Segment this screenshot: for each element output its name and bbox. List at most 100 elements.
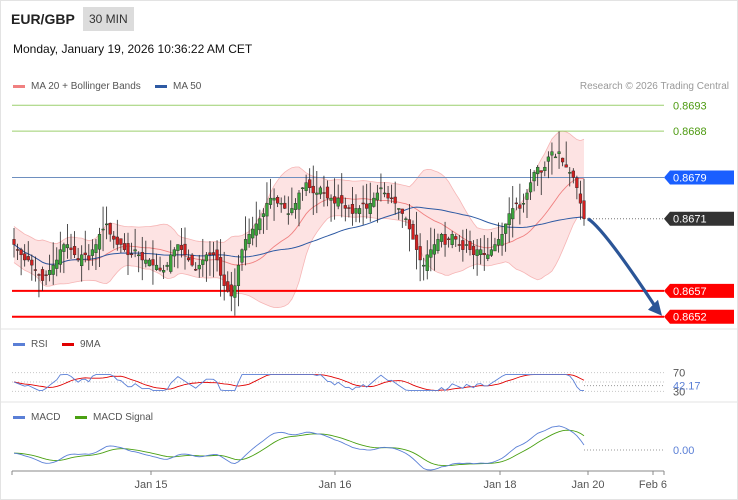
time-axis-label-3: Jan 20 xyxy=(571,479,604,491)
candle-body xyxy=(414,234,419,250)
candle-body xyxy=(40,269,45,281)
timeframe-badge[interactable]: 30 MIN xyxy=(83,7,134,31)
candle-body xyxy=(137,254,141,257)
time-axis-label-1: Jan 16 xyxy=(318,479,351,491)
candle-body xyxy=(119,238,123,245)
legend-bollinger-label: MA 20 + Bollinger Bands xyxy=(31,81,141,92)
candle-body xyxy=(83,252,87,256)
candle-body xyxy=(365,203,369,209)
legend-ma50: MA 50 xyxy=(155,81,201,92)
candle-body xyxy=(15,249,20,251)
candle-body xyxy=(251,228,255,239)
candle-body xyxy=(504,223,508,234)
legend-rsi-ma-label: 9MA xyxy=(80,339,101,350)
candle-body xyxy=(557,151,561,154)
candle-body xyxy=(468,241,472,250)
candle-body xyxy=(318,187,322,195)
candle-body xyxy=(286,213,290,215)
candle-body xyxy=(447,238,451,240)
candle-body xyxy=(329,197,333,201)
projection-arrow xyxy=(587,217,658,309)
legend-bollinger: MA 20 + Bollinger Bands xyxy=(13,81,141,92)
candle-body xyxy=(333,196,337,204)
candle-body xyxy=(276,197,280,204)
candle-body xyxy=(222,274,226,286)
candle-body xyxy=(340,195,344,204)
level-label-0: 0.8693 xyxy=(673,100,707,112)
candle-body xyxy=(72,246,77,256)
candle-body xyxy=(550,151,554,156)
legend-macd-signal-swatch xyxy=(75,415,87,419)
candle-body xyxy=(425,254,429,271)
candle-body xyxy=(300,187,305,190)
candle-body xyxy=(525,192,529,200)
candle-body xyxy=(272,197,276,201)
candle-body xyxy=(553,156,558,159)
candle-body xyxy=(439,233,444,242)
rsi-tick-1: 30 xyxy=(673,386,685,398)
rsi-last-label: 42.17 xyxy=(673,381,701,393)
legend-rsi-swatch xyxy=(13,342,25,346)
candle-body xyxy=(422,264,426,267)
candle-body xyxy=(126,243,130,256)
candle-body xyxy=(304,182,308,191)
macd-last-label: 0.00 xyxy=(673,445,694,457)
candle-body xyxy=(308,179,312,188)
candle-body xyxy=(532,172,536,182)
candle-body xyxy=(325,186,330,199)
candle-body xyxy=(219,257,223,276)
level-tag-2 xyxy=(664,170,734,185)
candle-body xyxy=(243,239,248,251)
candle-body xyxy=(322,192,326,194)
candle-body xyxy=(129,253,134,256)
candle-body xyxy=(336,197,340,207)
candle-body xyxy=(350,204,355,214)
candle-body xyxy=(23,253,27,261)
legend-macd-swatch xyxy=(13,415,25,419)
candle-body xyxy=(48,270,52,275)
candle-body xyxy=(347,207,351,209)
candle-body xyxy=(90,249,94,256)
candle-body xyxy=(386,192,390,199)
candle-body xyxy=(154,264,159,270)
candle-body xyxy=(65,244,70,249)
candle-body xyxy=(283,202,287,209)
candle-body xyxy=(575,177,579,188)
candle-body xyxy=(44,274,48,276)
candle-body xyxy=(343,205,347,209)
candle-body xyxy=(254,223,258,236)
candle-body xyxy=(361,202,365,205)
legend-rsi-ma-swatch xyxy=(62,342,74,346)
time-axis-label-2: Jan 18 xyxy=(483,479,516,491)
candle-body xyxy=(568,172,572,174)
level-label-3: 0.8671 xyxy=(673,214,707,226)
legend-ma50-swatch xyxy=(155,84,167,88)
candle-body xyxy=(372,197,376,207)
level-label-1: 0.8688 xyxy=(673,126,707,138)
candle-body xyxy=(194,268,198,271)
legend-ma50-label: MA 50 xyxy=(173,81,202,92)
candle-body xyxy=(293,203,298,210)
candle-body xyxy=(315,192,319,195)
candle-body xyxy=(375,192,379,201)
candle-body xyxy=(112,235,116,240)
candle-body xyxy=(261,213,265,217)
candle-body xyxy=(471,245,476,256)
level-tag-5 xyxy=(664,309,734,324)
candle-body xyxy=(19,249,23,256)
candle-body xyxy=(297,192,301,210)
level-label-2: 0.8679 xyxy=(673,172,707,184)
candle-body xyxy=(539,170,543,173)
legend-rsi: RSI xyxy=(13,339,48,350)
level-label-4: 0.8657 xyxy=(673,286,707,298)
candle-body xyxy=(144,259,148,264)
candle-body xyxy=(400,208,404,214)
candle-body xyxy=(186,257,191,261)
time-axis-label-0: Jan 15 xyxy=(134,479,167,491)
candle-body xyxy=(105,223,109,226)
candle-body xyxy=(397,208,401,210)
candle-body xyxy=(418,246,422,261)
candle-body xyxy=(201,259,205,265)
candle-body xyxy=(571,170,575,178)
